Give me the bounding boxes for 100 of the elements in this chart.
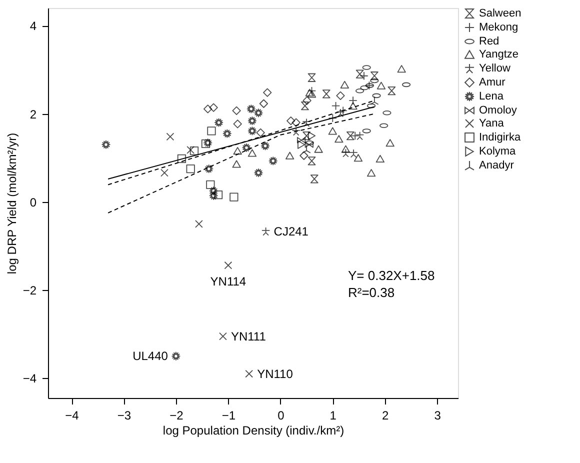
y-tick-label: 0 <box>30 195 37 210</box>
x-tick-label: 2 <box>382 408 390 422</box>
legend-label: Omoloy <box>479 104 518 116</box>
y-axis-title: log DRP Yield (mol/km²/yr) <box>4 132 19 274</box>
point <box>286 152 294 160</box>
x-tick-label: 0 <box>278 408 285 422</box>
point <box>307 90 316 98</box>
point <box>242 143 251 152</box>
point <box>248 149 257 157</box>
point <box>263 88 272 97</box>
y-tick-label: 2 <box>30 107 37 122</box>
point <box>376 154 384 163</box>
legend-label: Amur <box>479 76 506 88</box>
point <box>301 102 309 110</box>
point <box>346 131 354 140</box>
point <box>209 191 218 200</box>
point <box>214 190 223 200</box>
point <box>328 127 337 135</box>
point <box>254 108 263 118</box>
point <box>341 145 350 153</box>
point <box>195 220 203 228</box>
point <box>376 82 386 90</box>
point <box>370 72 378 80</box>
point <box>304 141 314 148</box>
point <box>308 73 316 82</box>
point <box>254 168 263 178</box>
point <box>190 146 199 156</box>
legend-label: Red <box>479 36 500 48</box>
point <box>232 106 241 115</box>
point <box>214 118 224 127</box>
x-tick-label: −3 <box>117 408 132 422</box>
point <box>102 140 110 149</box>
annotation: YN114 <box>210 274 246 288</box>
point <box>308 156 316 166</box>
point <box>386 139 394 147</box>
point <box>248 126 257 136</box>
legend-label: Anadyr <box>479 160 514 172</box>
x-axis-title: log Population Density (indiv./km²) <box>162 424 344 438</box>
point <box>246 104 256 114</box>
point <box>222 129 232 138</box>
point <box>219 332 227 340</box>
point <box>206 180 215 190</box>
annotation: YN110 <box>257 366 294 381</box>
point <box>388 86 396 96</box>
point <box>201 139 210 148</box>
point <box>207 126 216 136</box>
point <box>366 169 376 177</box>
point <box>186 164 195 174</box>
x-tick-label: 1 <box>330 408 337 422</box>
point <box>260 142 270 150</box>
point <box>224 261 232 270</box>
y-tick-label: −2 <box>22 284 37 298</box>
point <box>397 65 406 73</box>
annotation: UL440 <box>132 349 168 364</box>
point <box>233 120 242 128</box>
y-tick-label: 4 <box>30 19 37 34</box>
point <box>286 116 296 126</box>
point <box>298 140 306 149</box>
annotation: CJ241 <box>274 224 309 238</box>
legend-label: Indigirka <box>479 132 522 144</box>
point <box>204 164 214 174</box>
y-tick-label: −4 <box>22 372 37 386</box>
annotation: R²=0.38 <box>348 285 395 300</box>
legend-label: Mekong <box>479 22 518 34</box>
point <box>302 131 310 140</box>
point <box>300 151 308 160</box>
point <box>256 128 265 138</box>
annotation: Y= 0.32X+1.58 <box>348 268 435 283</box>
x-tick-label: −1 <box>222 408 236 422</box>
legend-label: Yellow <box>479 62 510 74</box>
point <box>177 154 186 164</box>
point <box>166 132 174 141</box>
point <box>230 192 238 202</box>
point <box>334 135 344 143</box>
legend-label: Kolyma <box>479 146 517 158</box>
point <box>322 90 330 98</box>
point <box>314 145 323 153</box>
point <box>204 138 212 148</box>
legend-label: Yana <box>479 118 505 130</box>
point <box>305 88 314 96</box>
x-tick-label: 3 <box>434 408 442 422</box>
point <box>172 352 180 360</box>
point <box>308 131 316 140</box>
point <box>209 186 218 196</box>
x-tick-label: −2 <box>170 408 184 422</box>
point <box>204 104 212 114</box>
point <box>186 146 195 154</box>
point <box>232 160 241 168</box>
point <box>356 70 364 78</box>
annotation: YN111 <box>230 329 266 344</box>
point <box>209 103 218 112</box>
point <box>336 91 345 100</box>
point <box>354 154 363 162</box>
point <box>310 174 318 184</box>
point <box>348 102 358 110</box>
legend-label: Salween <box>479 8 522 20</box>
x-tick-label: −4 <box>65 408 80 422</box>
point <box>160 168 168 177</box>
point <box>245 370 254 378</box>
point <box>268 156 278 166</box>
